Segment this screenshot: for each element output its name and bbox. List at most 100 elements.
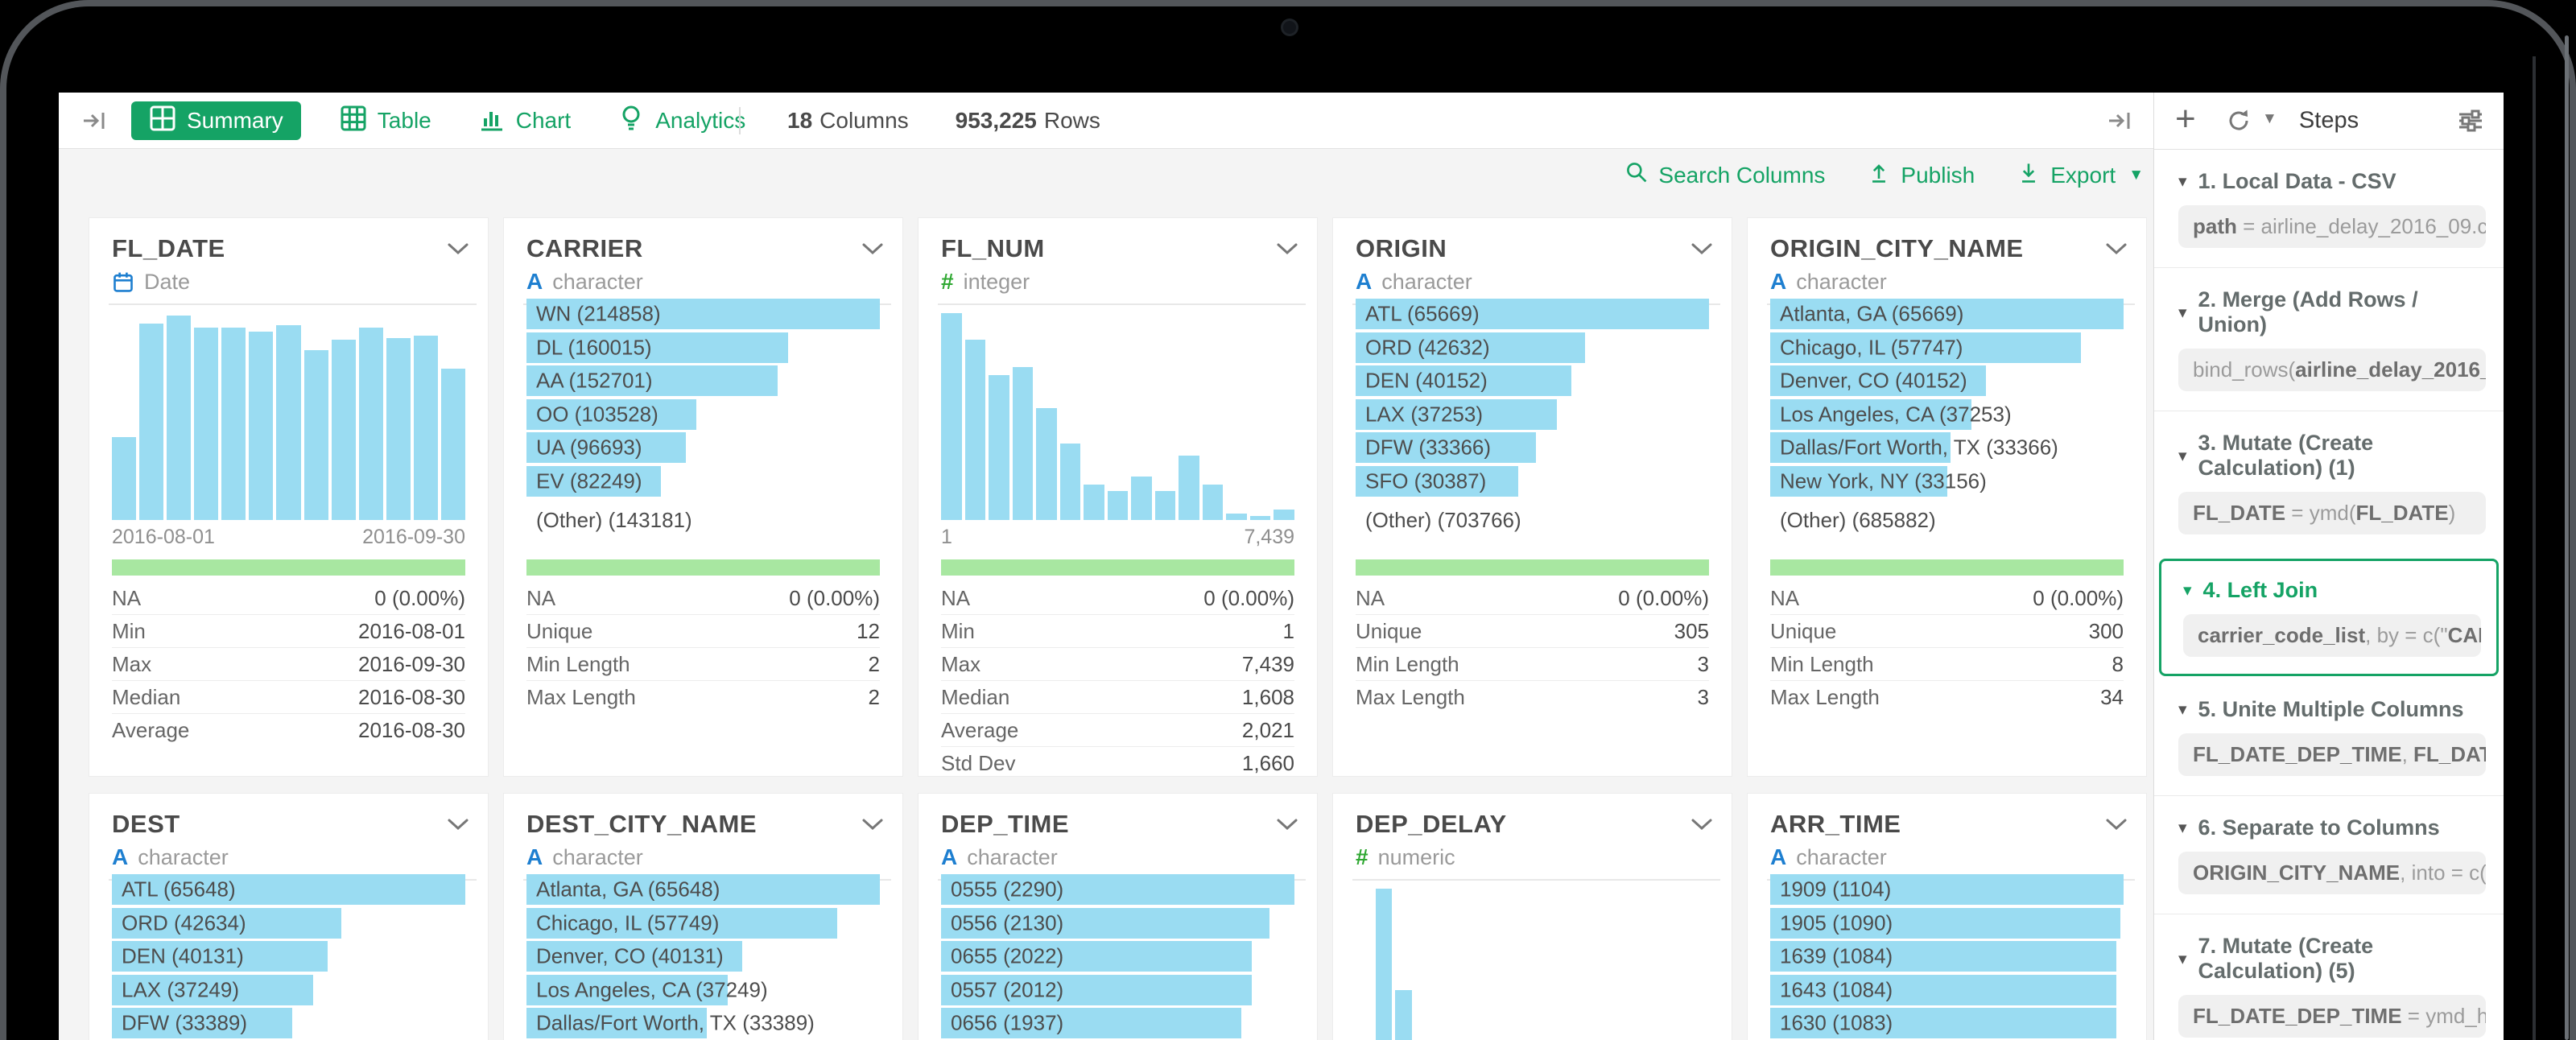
value-bar-label: Denver, CO (40152) (1780, 368, 1967, 393)
value-bar (526, 974, 729, 1005)
value-bar-label: 1905 (1090) (1780, 910, 1893, 935)
value-bar-label: DL (160015) (536, 335, 652, 359)
value-bar (941, 907, 1270, 939)
step-expression[interactable]: ORIGIN_CITY_NAME, into = c("cit… (2178, 852, 2486, 894)
step-3[interactable]: ▾ 3. Mutate (Create Calculation) (1) FL_DA… (2154, 411, 2504, 554)
tab-analytics[interactable]: Analytics (609, 101, 753, 140)
refresh-caret-icon[interactable]: ▼ (2262, 110, 2277, 127)
stat-row: Unique 12 (526, 614, 880, 647)
chevron-down-icon[interactable] (861, 241, 885, 261)
step-expression[interactable]: path = airline_delay_2016_09.csv, t… (2178, 205, 2486, 248)
chevron-down-icon[interactable] (2104, 816, 2128, 836)
step-expression[interactable]: bind_rows(airline_delay_2016_08) (2178, 349, 2486, 391)
step-1[interactable]: ▾ 1. Local Data - CSV path = airline_delay… (2154, 150, 2504, 268)
stat-label: Max Length (526, 684, 636, 709)
step-expression[interactable]: FL_DATE = ymd(FL_DATE) (2178, 492, 2486, 534)
step-collapse-icon[interactable]: ▾ (2178, 446, 2187, 465)
step-title-row[interactable]: ▾ 5. Unite Multiple Columns (2178, 697, 2486, 722)
column-type: Date (112, 268, 190, 295)
step-collapse-icon[interactable]: ▾ (2178, 819, 2187, 837)
stats-table: NA 0 (0.00%) Unique 300 Min Length 8 Max Lengt… (1770, 582, 2124, 713)
histogram-bar (1036, 408, 1057, 520)
value-bar (941, 974, 1253, 1005)
value-bar (1356, 465, 1518, 497)
step-6[interactable]: ▾ 6. Separate to Columns ORIGIN_CITY_NAME,… (2154, 796, 2504, 914)
step-expression[interactable]: FL_DATE_DEP_TIME = ymd_h… (2178, 995, 2486, 1038)
stat-value: 34 (2100, 684, 2124, 709)
tab-table[interactable]: Table (332, 101, 440, 140)
step-title-row[interactable]: ▾ 3. Mutate (Create Calculation) (1) (2178, 431, 2486, 481)
collapse-left-icon[interactable] (81, 107, 109, 138)
tab-summary[interactable]: Summary (131, 101, 301, 140)
step-collapse-icon[interactable]: ▾ (2183, 581, 2192, 600)
value-bar-label: DEN (40152) (1365, 368, 1488, 393)
step-title-row[interactable]: ▾ 2. Merge (Add Rows / Union) (2178, 287, 2486, 337)
publish-button[interactable]: Publish (1867, 160, 1975, 190)
stat-row: Unique 305 (1356, 614, 1709, 647)
histogram-bar (358, 328, 383, 520)
stat-value: 3 (1697, 651, 1709, 676)
refresh-icon[interactable] (2225, 107, 2252, 138)
column-type: # integer (941, 268, 1030, 295)
step-title-row[interactable]: ▾ 6. Separate to Columns (2178, 815, 2486, 840)
stat-row: NA 0 (0.00%) (1356, 582, 1709, 614)
add-step-icon[interactable]: + (2175, 99, 2196, 138)
stat-value: 7,439 (1241, 651, 1294, 676)
stat-label: Average (941, 717, 1019, 742)
value-bar-row: Atlanta, GA (65669) (1770, 299, 2124, 329)
step-collapse-icon[interactable]: ▾ (2178, 949, 2187, 968)
value-bar (941, 874, 1294, 905)
chevron-down-icon[interactable] (2104, 241, 2128, 261)
step-4[interactable]: ▾ 4. Left Join carrier_code_list, by = c("… (2159, 559, 2499, 676)
chevron-down-icon[interactable] (446, 816, 470, 836)
search-columns-button[interactable]: Search Columns (1624, 160, 1825, 190)
stat-row: Unique 300 (1770, 614, 2124, 647)
step-5[interactable]: ▾ 5. Unite Multiple Columns FL_DATE_DEP_TI… (2154, 678, 2504, 796)
value-bar-label: ATL (65669) (1365, 301, 1480, 326)
value-bar-row: 1639 (1084) (1770, 941, 2124, 972)
stat-row: Max 7,439 (941, 647, 1294, 680)
value-bar (1356, 299, 1709, 329)
publish-label: Publish (1901, 162, 1975, 188)
value-bar-label: 0655 (2022) (951, 943, 1064, 968)
histogram-bar (167, 315, 192, 520)
column-title: DEP_DELAY (1356, 810, 1507, 838)
export-button[interactable]: Export ▼ (2017, 160, 2144, 190)
histogram-bar (112, 437, 137, 520)
stat-label: NA (1770, 585, 1800, 610)
step-title-row[interactable]: ▾ 4. Left Join (2183, 578, 2481, 603)
step-collapse-icon[interactable]: ▾ (2178, 303, 2187, 322)
collapse-right-icon[interactable] (2107, 107, 2134, 138)
value-bar-label: 0555 (2290) (951, 877, 1064, 902)
stat-value: 2,021 (1241, 717, 1294, 742)
value-bar-row: Dallas/Fort Worth, TX (33366) (1770, 432, 2124, 463)
step-7[interactable]: ▾ 7. Mutate (Create Calculation) (5) FL_DA… (2154, 914, 2504, 1040)
steps-settings-icon[interactable] (2457, 107, 2484, 138)
value-bar-row: ATL (65669) (1356, 299, 1709, 329)
step-title-row[interactable]: ▾ 7. Mutate (Create Calculation) (5) (2178, 934, 2486, 984)
value-bar (1770, 1008, 2117, 1038)
stat-value: 0 (0.00%) (2033, 585, 2124, 610)
value-bar-row: 0555 (2290) (941, 874, 1294, 905)
chevron-down-icon[interactable] (1275, 816, 1299, 836)
step-2[interactable]: ▾ 2. Merge (Add Rows / Union) bind_rows(ai… (2154, 268, 2504, 411)
step-collapse-icon[interactable]: ▾ (2178, 172, 2187, 191)
value-bar-label: LAX (37249) (122, 977, 239, 1001)
value-bar (526, 907, 838, 939)
histogram-bar (139, 323, 164, 520)
histogram-bar (221, 328, 246, 520)
step-expression[interactable]: carrier_code_list, by = c("CARRIE… (2183, 614, 2481, 657)
chevron-down-icon[interactable] (861, 816, 885, 836)
chevron-down-icon[interactable] (1275, 241, 1299, 261)
chevron-down-icon[interactable] (1690, 241, 1714, 261)
step-expression[interactable]: FL_DATE_DEP_TIME, FL_DATE, D… (2178, 733, 2486, 776)
step-title-row[interactable]: ▾ 1. Local Data - CSV (2178, 169, 2486, 194)
chevron-down-icon[interactable] (446, 241, 470, 261)
histogram-bar (1249, 515, 1271, 520)
value-bar-row: Los Angeles, CA (37249) (526, 974, 880, 1005)
tab-chart[interactable]: Chart (470, 101, 579, 140)
chevron-down-icon[interactable] (1690, 816, 1714, 836)
histogram-bar (331, 340, 356, 520)
step-collapse-icon[interactable]: ▾ (2178, 700, 2187, 719)
